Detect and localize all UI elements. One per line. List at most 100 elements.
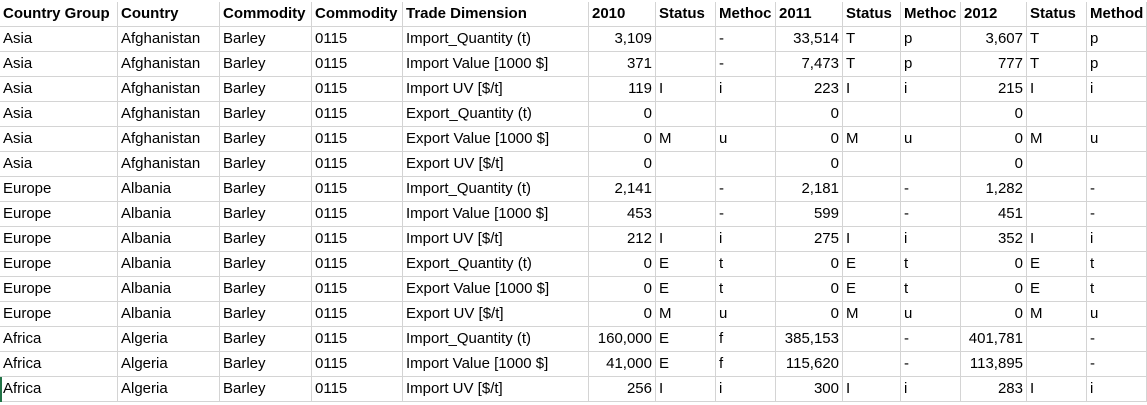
table-cell[interactable]: Barley bbox=[220, 327, 312, 352]
column-header-cell[interactable]: Trade Dimension bbox=[403, 2, 589, 27]
column-header-cell[interactable]: 2011 bbox=[776, 2, 843, 27]
header-row[interactable]: Country Group Country Commodity Commodity Tr… bbox=[0, 2, 1147, 27]
table-cell[interactable]: t bbox=[716, 277, 776, 302]
table-cell[interactable]: u bbox=[716, 127, 776, 152]
table-cell[interactable]: u bbox=[1087, 127, 1147, 152]
table-cell[interactable]: Albania bbox=[118, 202, 220, 227]
table-row[interactable]: Asia Afghanistan Barley 0115 Import_Quantity… bbox=[0, 27, 1147, 52]
table-cell[interactable]: Asia bbox=[0, 77, 118, 102]
table-cell[interactable]: 113,895 bbox=[961, 352, 1027, 377]
table-cell[interactable] bbox=[1027, 327, 1087, 352]
table-cell[interactable]: 0115 bbox=[312, 277, 403, 302]
table-cell[interactable]: Europe bbox=[0, 227, 118, 252]
table-cell[interactable]: Asia bbox=[0, 127, 118, 152]
table-cell[interactable]: 160,000 bbox=[589, 327, 656, 352]
table-cell[interactable]: p bbox=[901, 52, 961, 77]
table-cell[interactable]: Asia bbox=[0, 27, 118, 52]
table-cell[interactable]: 215 bbox=[961, 77, 1027, 102]
table-cell[interactable]: 7,473 bbox=[776, 52, 843, 77]
table-cell[interactable]: Africa bbox=[0, 377, 118, 402]
table-cell[interactable]: 0115 bbox=[312, 352, 403, 377]
table-cell[interactable]: Barley bbox=[220, 152, 312, 177]
table-cell[interactable]: 0 bbox=[961, 102, 1027, 127]
table-cell[interactable]: i bbox=[901, 377, 961, 402]
table-cell[interactable]: - bbox=[901, 202, 961, 227]
table-cell[interactable]: 0 bbox=[589, 127, 656, 152]
table-cell[interactable]: Asia bbox=[0, 102, 118, 127]
table-cell[interactable]: 119 bbox=[589, 77, 656, 102]
table-cell[interactable]: Afghanistan bbox=[118, 77, 220, 102]
table-row[interactable]: Europe Albania Barley 0115 Export_Quantity (… bbox=[0, 252, 1147, 277]
column-header-cell[interactable]: Country Group bbox=[0, 2, 118, 27]
table-cell[interactable]: Africa bbox=[0, 352, 118, 377]
table-cell[interactable] bbox=[656, 27, 716, 52]
table-cell[interactable] bbox=[656, 52, 716, 77]
table-cell[interactable]: p bbox=[1087, 52, 1147, 77]
table-cell[interactable]: 0 bbox=[961, 252, 1027, 277]
table-cell[interactable]: E bbox=[1027, 252, 1087, 277]
table-cell[interactable]: Export Value [1000 $] bbox=[403, 127, 589, 152]
table-cell[interactable]: t bbox=[1087, 252, 1147, 277]
column-header-cell[interactable]: Methoc bbox=[901, 2, 961, 27]
table-cell[interactable] bbox=[656, 202, 716, 227]
table-cell[interactable]: Albania bbox=[118, 227, 220, 252]
table-cell[interactable]: 0 bbox=[776, 152, 843, 177]
column-header-cell[interactable]: Commodity bbox=[220, 2, 312, 27]
table-cell[interactable]: 0 bbox=[776, 302, 843, 327]
table-cell[interactable]: u bbox=[901, 127, 961, 152]
table-cell[interactable]: Barley bbox=[220, 227, 312, 252]
table-cell[interactable]: i bbox=[716, 77, 776, 102]
table-cell[interactable]: Europe bbox=[0, 277, 118, 302]
table-cell[interactable]: Export_Quantity (t) bbox=[403, 252, 589, 277]
table-cell[interactable]: M bbox=[1027, 127, 1087, 152]
table-cell[interactable]: i bbox=[1087, 77, 1147, 102]
table-cell[interactable]: Barley bbox=[220, 127, 312, 152]
table-cell[interactable] bbox=[656, 152, 716, 177]
table-cell[interactable]: Europe bbox=[0, 202, 118, 227]
table-cell[interactable]: E bbox=[656, 252, 716, 277]
table-row[interactable]: Europe Albania Barley 0115 Import_Quantity (… bbox=[0, 177, 1147, 202]
table-cell[interactable]: 2,141 bbox=[589, 177, 656, 202]
table-cell[interactable]: 0 bbox=[776, 252, 843, 277]
table-cell[interactable]: E bbox=[1027, 277, 1087, 302]
table-cell[interactable]: Import_Quantity (t) bbox=[403, 327, 589, 352]
table-cell[interactable]: 0115 bbox=[312, 127, 403, 152]
table-cell[interactable]: Import UV [$/t] bbox=[403, 227, 589, 252]
table-cell[interactable]: Barley bbox=[220, 302, 312, 327]
table-cell[interactable] bbox=[843, 352, 901, 377]
table-cell[interactable]: t bbox=[1087, 277, 1147, 302]
table-cell[interactable]: Barley bbox=[220, 52, 312, 77]
table-cell[interactable]: i bbox=[1087, 227, 1147, 252]
table-cell[interactable] bbox=[843, 152, 901, 177]
table-cell[interactable]: - bbox=[1087, 202, 1147, 227]
table-cell[interactable]: 115,620 bbox=[776, 352, 843, 377]
table-cell[interactable] bbox=[1027, 352, 1087, 377]
table-cell[interactable]: - bbox=[901, 327, 961, 352]
table-cell[interactable]: 451 bbox=[961, 202, 1027, 227]
column-header-cell[interactable]: Methoc bbox=[716, 2, 776, 27]
table-cell[interactable]: 0 bbox=[589, 277, 656, 302]
table-cell[interactable]: Barley bbox=[220, 377, 312, 402]
column-header-cell[interactable]: 2012 bbox=[961, 2, 1027, 27]
table-cell[interactable]: Barley bbox=[220, 202, 312, 227]
table-cell[interactable]: Africa bbox=[0, 327, 118, 352]
table-cell[interactable]: 0115 bbox=[312, 77, 403, 102]
table-cell[interactable] bbox=[1027, 202, 1087, 227]
table-cell[interactable]: Afghanistan bbox=[118, 127, 220, 152]
table-cell[interactable]: 212 bbox=[589, 227, 656, 252]
table-cell[interactable]: 41,000 bbox=[589, 352, 656, 377]
table-cell[interactable]: 0 bbox=[776, 277, 843, 302]
table-row[interactable]: Asia Afghanistan Barley 0115 Export Value [1… bbox=[0, 127, 1147, 152]
table-cell[interactable]: - bbox=[1087, 177, 1147, 202]
table-cell[interactable]: Algeria bbox=[118, 377, 220, 402]
column-header-cell[interactable]: Status bbox=[656, 2, 716, 27]
table-row[interactable]: Europe Albania Barley 0115 Export Value [100… bbox=[0, 277, 1147, 302]
table-cell[interactable]: M bbox=[843, 127, 901, 152]
table-cell[interactable]: Import Value [1000 $] bbox=[403, 52, 589, 77]
table-cell[interactable]: 352 bbox=[961, 227, 1027, 252]
table-cell[interactable]: Asia bbox=[0, 52, 118, 77]
table-cell[interactable]: T bbox=[1027, 52, 1087, 77]
table-cell[interactable]: - bbox=[716, 177, 776, 202]
table-cell[interactable] bbox=[843, 177, 901, 202]
table-cell[interactable]: Afghanistan bbox=[118, 52, 220, 77]
